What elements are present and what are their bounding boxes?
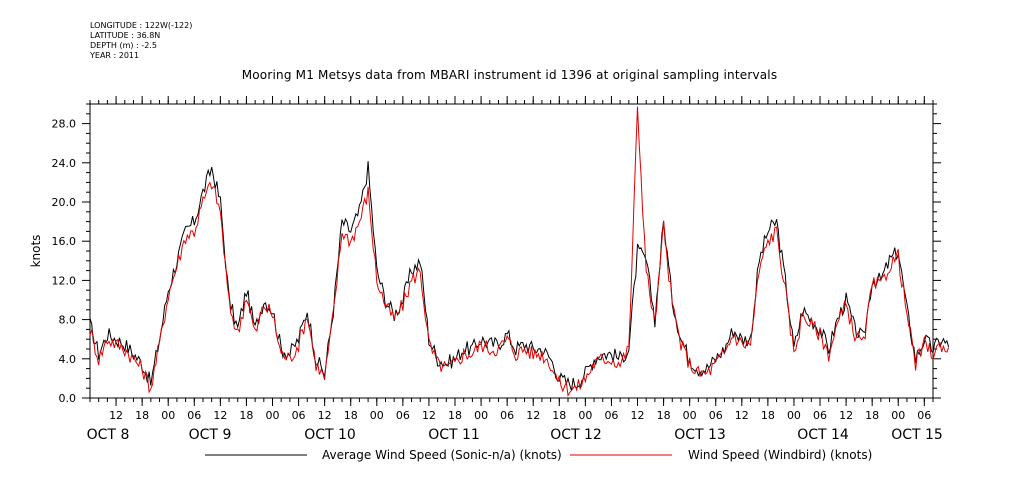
x-tick-label: 18: [135, 409, 149, 422]
x-day-label: OCT 12: [550, 427, 602, 443]
x-tick-label: 12: [318, 409, 332, 422]
x-tick-label: 18: [448, 409, 462, 422]
x-day-label: OCT 13: [674, 427, 726, 443]
x-tick-label: 00: [370, 409, 384, 422]
x-tick-label: 12: [839, 409, 853, 422]
y-tick-label: 20.0: [52, 196, 77, 209]
y-axis-label: knots: [29, 235, 43, 268]
x-tick-label: 00: [161, 409, 175, 422]
x-day-label: OCT 11: [428, 427, 480, 443]
x-tick-label: 18: [657, 409, 671, 422]
x-tick-label: 06: [500, 409, 514, 422]
x-day-label: OCT 14: [797, 427, 849, 443]
x-tick-label: 12: [631, 409, 645, 422]
x-tick-label: 06: [292, 409, 306, 422]
x-tick-label: 06: [187, 409, 201, 422]
x-tick-label: 06: [917, 409, 931, 422]
y-tick-label: 28.0: [52, 118, 77, 131]
x-tick-label: 18: [761, 409, 775, 422]
year-label: YEAR : 2011: [90, 51, 140, 60]
x-day-label: OCT 10: [304, 427, 356, 443]
series-line-windbird: [89, 106, 950, 397]
y-tick-label: 0.0: [59, 392, 77, 405]
x-tick-label: 18: [865, 409, 879, 422]
x-tick-label: 00: [683, 409, 697, 422]
x-tick-label: 06: [604, 409, 618, 422]
x-tick-label: 12: [526, 409, 540, 422]
x-tick-label: 18: [552, 409, 566, 422]
x-tick-label: 00: [787, 409, 801, 422]
x-tick-label: 18: [344, 409, 358, 422]
depth-label: DEPTH (m) : -2.5: [90, 41, 157, 50]
x-tick-label: 06: [813, 409, 827, 422]
x-tick-label: 18: [239, 409, 253, 422]
x-tick-label: 12: [213, 409, 227, 422]
y-tick-label: 24.0: [52, 157, 77, 170]
plot-frame: [89, 103, 934, 399]
y-tick-label: 12.0: [52, 274, 77, 287]
longitude-label: LONGITUDE : 122W(-122): [90, 21, 193, 30]
x-tick-label: 00: [474, 409, 488, 422]
legend-label-windbird: Wind Speed (Windbird) (knots): [688, 448, 872, 462]
y-tick-label: 16.0: [52, 235, 77, 248]
metadata-block: LONGITUDE : 122W(-122) LATITUDE : 36.8N …: [90, 21, 192, 61]
x-tick-label: 00: [266, 409, 280, 422]
x-tick-label: 12: [109, 409, 123, 422]
chart-title: Mooring M1 Metsys data from MBARI instru…: [241, 68, 778, 82]
x-day-label: OCT 9: [189, 427, 232, 443]
x-tick-label: 06: [396, 409, 410, 422]
legend-label-average-sonic: Average Wind Speed (Sonic-n/a) (knots): [322, 448, 562, 462]
x-tick-label: 00: [578, 409, 592, 422]
x-tick-label: 00: [891, 409, 905, 422]
x-tick-label: 12: [422, 409, 436, 422]
latitude-label: LATITUDE : 36.8N: [90, 31, 161, 40]
x-day-label: OCT 8: [87, 427, 130, 443]
x-day-label: OCT 15: [891, 427, 943, 443]
y-tick-label: 8.0: [59, 314, 77, 327]
y-tick-label: 4.0: [59, 353, 77, 366]
x-tick-label: 12: [735, 409, 749, 422]
x-tick-label: 06: [709, 409, 723, 422]
series-line-average-sonic: [89, 161, 950, 391]
